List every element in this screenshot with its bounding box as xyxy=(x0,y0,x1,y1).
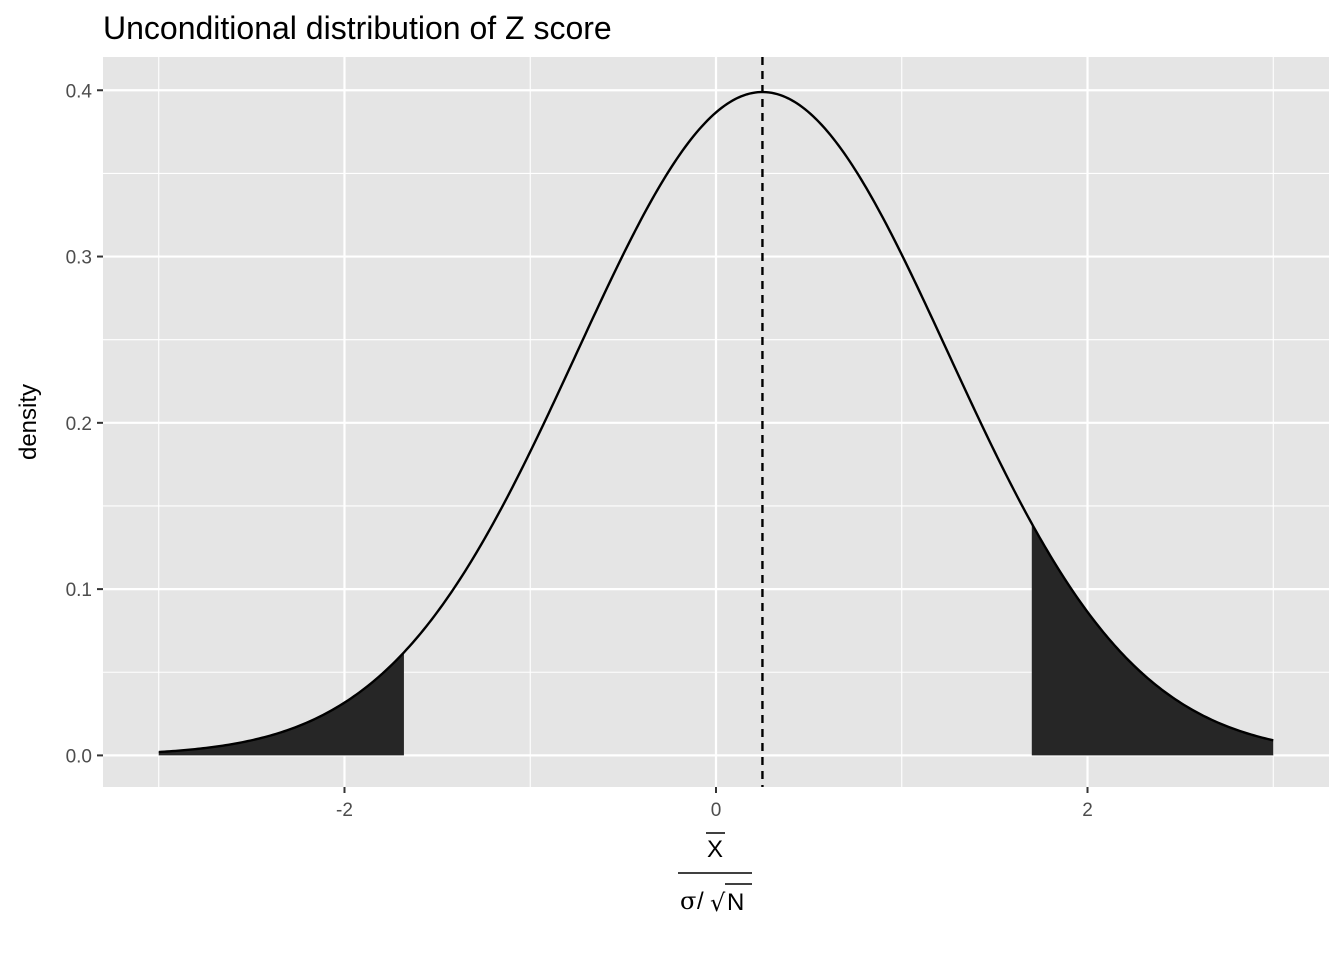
density-curve xyxy=(158,90,1274,754)
y-tick-label: 0.3 xyxy=(66,248,92,269)
chart-title: Unconditional distribution of Z score xyxy=(103,10,612,46)
shaded-tails xyxy=(158,523,1274,756)
x-label-numerator: X xyxy=(707,836,723,863)
x-tick-label: 0 xyxy=(711,800,722,821)
x-axis-ticks: -2 0 2 xyxy=(336,787,1093,821)
y-tick-label: 0.1 xyxy=(66,580,92,601)
x-label-sqrt: √ xyxy=(710,889,726,917)
x-label-slash: / xyxy=(697,888,704,915)
left-tail-fill xyxy=(158,652,404,756)
x-label-n: N xyxy=(727,889,744,916)
y-axis-label: density xyxy=(15,384,42,460)
x-label-sigma: σ xyxy=(680,887,696,915)
right-tail-fill xyxy=(1031,523,1274,756)
y-tick-label: 0.4 xyxy=(66,81,93,102)
y-tick-label: 0.0 xyxy=(66,746,92,767)
x-axis-label: X σ / √ N xyxy=(678,832,752,917)
x-tick-label: -2 xyxy=(336,800,353,821)
y-tick-label: 0.2 xyxy=(66,414,92,435)
y-axis-ticks: 0.0 0.1 0.2 0.3 0.4 xyxy=(66,81,103,767)
x-tick-label: 2 xyxy=(1082,800,1093,821)
